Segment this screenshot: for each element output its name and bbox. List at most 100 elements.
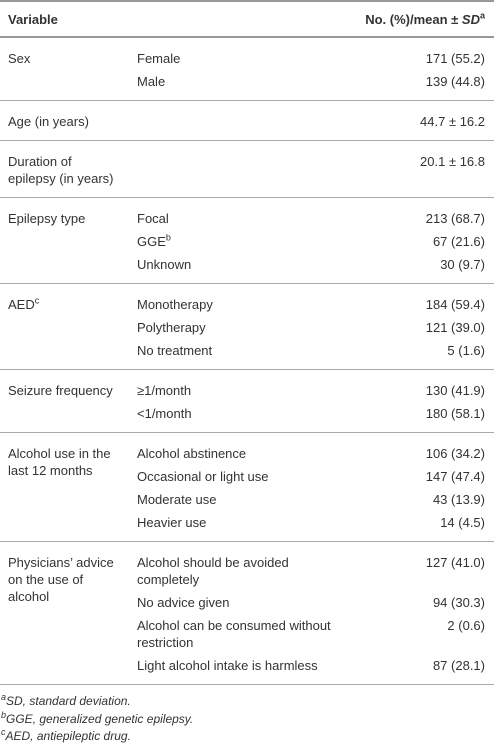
table-row: Duration of epilepsy (in years) 20.1 ± 16… <box>0 140 494 198</box>
group-label: AED <box>8 297 35 312</box>
sub-label-cell <box>129 100 347 141</box>
value-cell: 30 (9.7) <box>440 257 485 272</box>
table-row: Age (in years) 44.7 ± 16.2 <box>0 100 494 141</box>
sub-label: Alcohol can be consumed without restrict… <box>137 618 331 650</box>
footnote-text: GGE, generalized genetic epilepsy. <box>6 711 194 726</box>
table-row: No advice given 94 (30.3) <box>0 591 494 614</box>
value-cell: 184 (59.4) <box>347 283 494 316</box>
sub-label: Monotherapy <box>137 297 213 312</box>
data-table: Variable No. (%)/mean ± SDa Sex Female 171… <box>0 0 494 684</box>
sub-label: Focal <box>137 211 169 226</box>
table-row: Unknown 30 (9.7) <box>0 253 494 284</box>
header-sd: SD <box>461 12 480 27</box>
footnote-mark: c <box>1 727 6 737</box>
table-row: Physicians’ advice on the use of alcohol… <box>0 541 494 684</box>
group-label-cell: Physicians’ advice on the use of alcohol <box>0 541 129 684</box>
group-label: Age (in years) <box>8 114 89 129</box>
sub-label: Heavier use <box>137 515 207 530</box>
sub-label: Occasional or light use <box>137 469 269 484</box>
sub-label-cell: <1/month <box>129 402 347 433</box>
table-row: Polytherapy 121 (39.0) <box>0 316 494 339</box>
footnote-text: AED, antiepileptic drug. <box>5 729 131 743</box>
header-variable: Variable <box>0 1 347 38</box>
header-value: No. (%)/mean ± SDa <box>347 1 494 38</box>
sub-label: Alcohol should be avoided completely <box>137 555 289 587</box>
sub-label-cell: GGEb <box>129 230 347 253</box>
table-row: AEDc Monotherapy 184 (59.4) <box>0 283 494 370</box>
value-cell: 139 (44.8) <box>425 74 485 89</box>
sub-label: Polytherapy <box>137 320 206 335</box>
header-row: Variable No. (%)/mean ± SDa <box>0 1 494 38</box>
table-row: Alcohol use in the last 12 months Alcohol… <box>0 432 494 542</box>
group-label-cell: Seizure frequency <box>0 369 129 433</box>
table-row: Heavier use 14 (4.5) <box>0 511 494 542</box>
footnote: aSD, standard deviation. <box>1 693 494 711</box>
sub-label: No treatment <box>137 343 213 358</box>
value-cell: 121 (39.0) <box>425 320 485 335</box>
footnote: cAED, antiepileptic drug. <box>1 728 494 746</box>
footnote-mark: b <box>1 709 7 720</box>
table-body: Sex Female 171 (55.2) Male 139 (44.8) Age (in… <box>0 37 494 684</box>
table-row: Alcohol can be consumed without restrict… <box>0 614 494 654</box>
value-cell: 130 (41.9) <box>347 369 494 402</box>
sub-sup: b <box>165 232 171 243</box>
sub-label-cell: No treatment <box>129 339 347 370</box>
group-label: Sex <box>8 51 31 66</box>
value-cell: 106 (34.2) <box>347 432 494 465</box>
group-label-cell: AEDc <box>0 283 129 370</box>
sub-label-cell: No advice given <box>129 591 347 614</box>
footnote: bGGE, generalized genetic epilepsy. <box>1 709 494 729</box>
table-row: Epilepsy type Focal 213 (68.7) <box>0 197 494 284</box>
sub-label-cell: Alcohol abstinence <box>129 432 347 465</box>
table-row: Sex Female 171 (55.2) <box>0 37 494 70</box>
sub-label: Unknown <box>137 257 192 272</box>
sub-label-cell: Focal <box>129 197 347 230</box>
value-cell: 147 (47.4) <box>425 469 485 484</box>
sub-label: GGE <box>137 234 166 249</box>
group-label: Duration of epilepsy (in years) <box>8 154 114 186</box>
group-label-cell: Sex <box>0 37 129 101</box>
footnotes: aSD, standard deviation. bGGE, generalize… <box>0 684 494 746</box>
value-cell: 171 (55.2) <box>425 51 485 66</box>
group-label-cell: Age (in years) <box>0 100 129 141</box>
value-cell: 94 (30.3) <box>432 595 485 610</box>
group-label: Alcohol use in the last 12 months <box>8 446 111 478</box>
value-cell: 180 (58.1) <box>425 406 485 421</box>
value-cell: 14 (4.5) <box>440 515 485 530</box>
sub-label-cell: Moderate use <box>129 488 347 511</box>
sub-label: Light alcohol intake is harmless <box>137 658 318 673</box>
value-cell: 20.1 ± 16.8 <box>347 140 494 198</box>
sub-label: Moderate use <box>137 492 217 507</box>
group-label-cell: Epilepsy type <box>0 197 129 284</box>
sub-label-cell: Heavier use <box>129 511 347 542</box>
table-row: Occasional or light use 147 (47.4) <box>0 465 494 488</box>
sub-label: ≥1/month <box>137 383 192 398</box>
value-cell: 127 (41.0) <box>347 541 494 591</box>
footnote-text: SD, standard deviation. <box>6 694 131 708</box>
sub-label-cell: Unknown <box>129 253 347 284</box>
group-sup: c <box>34 295 40 306</box>
value-cell: 213 (68.7) <box>347 197 494 230</box>
table-row: <1/month 180 (58.1) <box>0 402 494 433</box>
table-row: Seizure frequency ≥1/month 130 (41.9) <box>0 369 494 433</box>
table-row: Moderate use 43 (13.9) <box>0 488 494 511</box>
sub-label-cell <box>129 140 347 198</box>
sub-label: No advice given <box>137 595 230 610</box>
sub-label: Female <box>137 51 181 66</box>
sub-label-cell: Alcohol can be consumed without restrict… <box>129 614 347 654</box>
table-row: Light alcohol intake is harmless 87 (28.1… <box>0 654 494 684</box>
value-cell: 43 (13.9) <box>432 492 485 507</box>
group-label: Epilepsy type <box>8 211 86 226</box>
sub-label-cell: Monotherapy <box>129 283 347 316</box>
group-label: Physicians’ advice on the use of alcohol <box>8 555 114 604</box>
sub-label-cell: Alcohol should be avoided completely <box>129 541 347 591</box>
table-row: GGEb 67 (21.6) <box>0 230 494 253</box>
sub-label: Alcohol abstinence <box>137 446 247 461</box>
sub-label-cell: Light alcohol intake is harmless <box>129 654 347 684</box>
sub-label: Male <box>137 74 166 89</box>
value-cell: 5 (1.6) <box>447 343 485 358</box>
table-row: No treatment 5 (1.6) <box>0 339 494 370</box>
header-sup: a <box>479 10 485 21</box>
sub-label-cell: Polytherapy <box>129 316 347 339</box>
